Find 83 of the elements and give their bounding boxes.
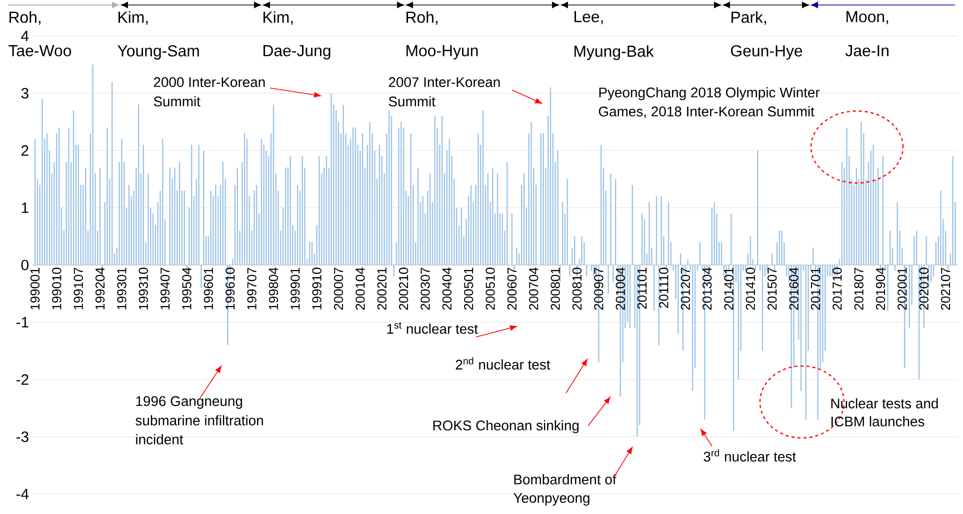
- text: Park,: [732, 11, 766, 25]
- x-tick-label: 200801: [550, 268, 560, 310]
- x-tick-label: 199910: [312, 268, 322, 310]
- x-tick-label: 200404: [442, 268, 452, 310]
- x-tick-label: 199504: [182, 268, 192, 310]
- x-tick-label: 201904: [876, 268, 886, 310]
- y-tick-label: 1: [22, 202, 28, 213]
- y-tick-label: -1: [16, 317, 28, 328]
- x-tick-label: 201604: [789, 268, 798, 310]
- annotation: ICBM launches: [831, 416, 924, 426]
- text: Roh,: [406, 11, 438, 25]
- x-tick-label: 201110: [659, 268, 668, 308]
- x-tick-label: 201807: [854, 268, 864, 310]
- annotation: Geun-Hye: [731, 45, 802, 60]
- text: Roh,: [10, 11, 40, 25]
- y-tick-label: -2: [16, 374, 28, 385]
- y-tick-label: 0: [21, 260, 28, 270]
- x-tick-label: 201507: [768, 268, 777, 310]
- annotation: incident: [136, 434, 184, 444]
- annotation: 2$^{nd}$ nuclear test: [456, 357, 550, 370]
- x-tick-label: 199610: [226, 268, 235, 310]
- text: Lee,: [574, 11, 603, 24]
- x-tick-label: 199310: [138, 268, 148, 310]
- annotation: 3$^{rd}$ nuclear test: [704, 449, 796, 462]
- annotation: ROKS Cheonan sinking: [433, 420, 579, 434]
- annotation: Myung-Bak: [574, 45, 654, 60]
- x-tick-label: 200501: [464, 268, 474, 310]
- annotation: 2000 Inter-Korean: [154, 77, 265, 88]
- annotation: Nuclear tests and: [831, 398, 938, 408]
- x-tick-label: 200510: [486, 268, 495, 310]
- x-tick-label: 202010: [919, 268, 928, 310]
- x-tick-label: 199601: [204, 268, 214, 310]
- annotation: Bombardment of: [514, 474, 616, 484]
- x-tick-label: 200907: [594, 268, 604, 310]
- y-tick-label: 2: [22, 145, 28, 156]
- x-tick-label: 199407: [160, 268, 170, 310]
- x-tick-label: 200607: [507, 268, 517, 310]
- annotation: PyeongChang 2018 Olympic Winter: [599, 87, 820, 100]
- x-tick-label: 199804: [268, 268, 278, 310]
- x-tick-label: 201004: [616, 268, 625, 310]
- x-tick-label: 199901: [290, 268, 300, 310]
- x-tick-label: 199010: [52, 268, 62, 310]
- annotation: Games, 2018 Inter-Korean Summit: [598, 106, 814, 118]
- annotation: Summit: [388, 96, 436, 106]
- annotation: submarine infiltration: [136, 415, 263, 426]
- y-tick-label: 3: [21, 88, 28, 99]
- x-tick-label: 199707: [247, 268, 256, 310]
- x-tick-label: 202107: [940, 268, 950, 310]
- annotation: Dae-Jung: [264, 45, 330, 60]
- x-tick-label: 200104: [356, 268, 365, 310]
- x-tick-label: 201710: [832, 268, 842, 310]
- annotation: Tae-Woo: [8, 45, 72, 56]
- annotation: Moo-Hyun: [406, 45, 478, 60]
- text: Moon,: [846, 11, 888, 24]
- x-tick-label: 199204: [95, 268, 105, 310]
- x-tick-label: 201304: [702, 268, 712, 310]
- y-tick-label: -4: [16, 488, 29, 500]
- annotation: Jae-In: [845, 45, 888, 56]
- x-tick-label: 201701: [810, 268, 820, 310]
- x-tick-label: 200007: [334, 268, 344, 310]
- annotation: Young-Sam: [118, 45, 199, 60]
- text: Kim,: [264, 11, 293, 25]
- y-tick-label: -3: [16, 431, 28, 442]
- x-tick-label: 201101: [637, 268, 647, 309]
- x-tick-label: 201401: [724, 268, 734, 310]
- x-tick-label: 201207: [680, 268, 690, 310]
- annotation: Yeonpyeong: [514, 493, 590, 506]
- x-tick-label: 200210: [398, 268, 408, 310]
- annotation: 1996 Gangneung: [136, 396, 242, 409]
- annotation: 2007 Inter-Korean: [388, 77, 500, 88]
- x-tick-label: 200307: [420, 268, 430, 310]
- x-tick-label: 202001: [898, 268, 907, 310]
- x-tick-label: 199107: [74, 268, 83, 310]
- x-tick-label: 201410: [746, 268, 756, 310]
- x-tick-label: 200201: [377, 268, 386, 310]
- x-tick-label: 199001: [30, 268, 40, 310]
- x-tick-label: 200810: [572, 268, 582, 310]
- text: Kim,: [118, 11, 148, 25]
- annotation: 1$^{st}$ nuclear test: [387, 322, 478, 334]
- x-tick-label: 200704: [529, 268, 538, 310]
- x-tick-label: 199301: [117, 268, 126, 310]
- y-tick-label: 4: [21, 30, 29, 42]
- annotation: Summit: [154, 96, 200, 106]
